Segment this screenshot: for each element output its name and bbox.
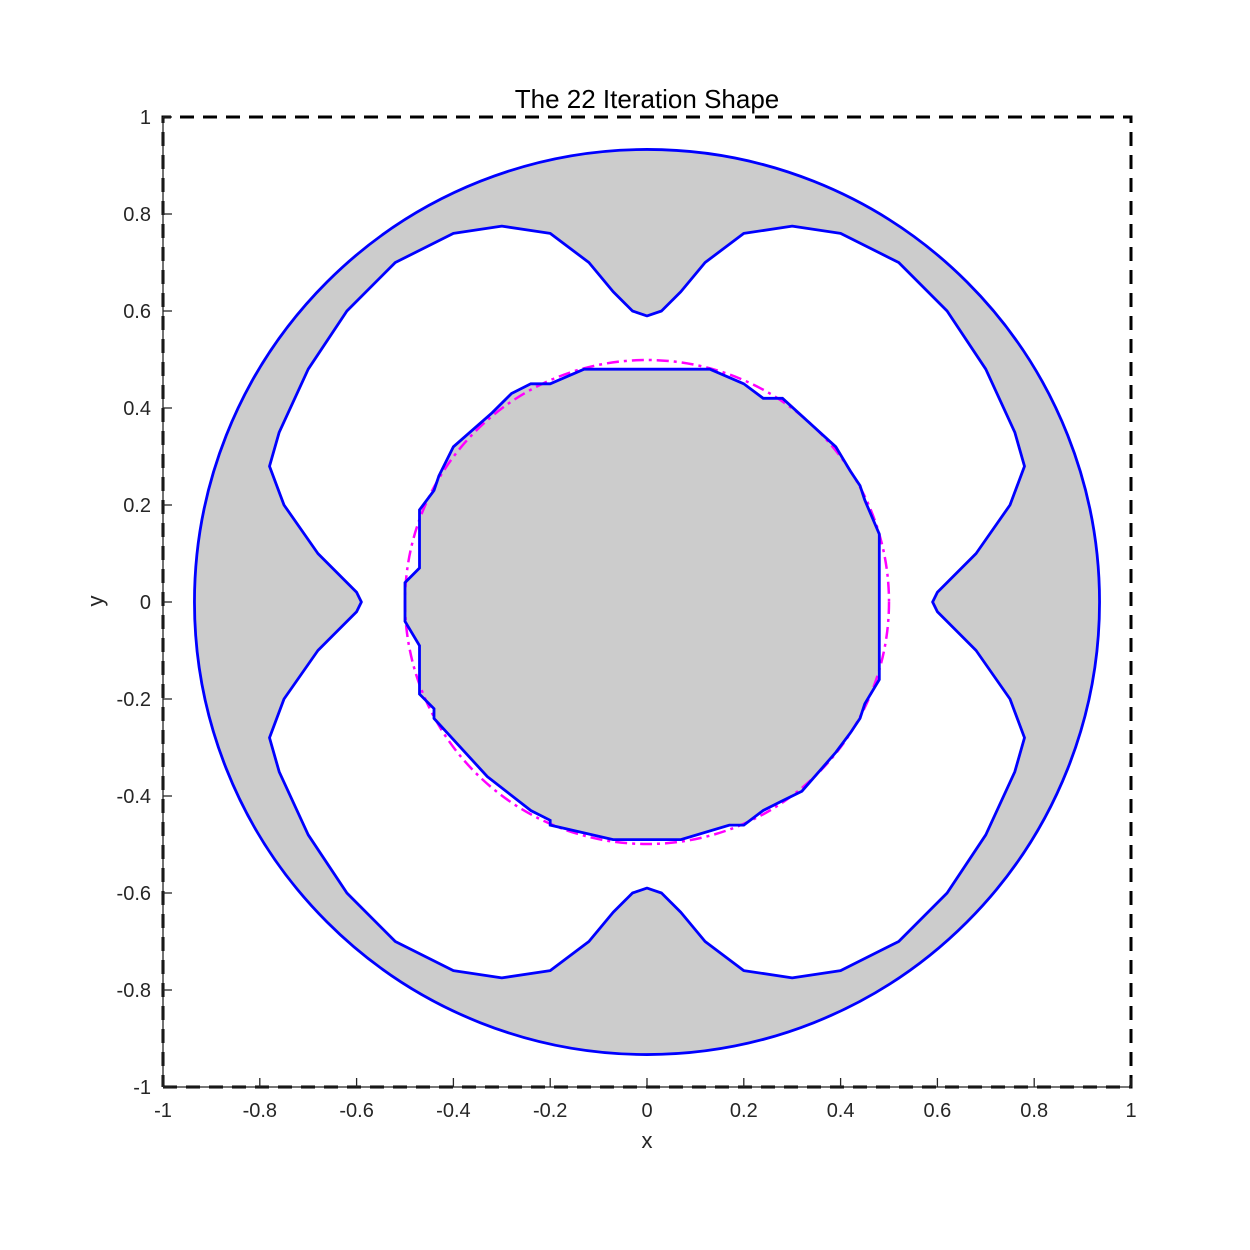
inner-hole-boundary-line xyxy=(268,224,1026,980)
y-tick-label: 1 xyxy=(140,107,151,129)
x-tick-label: 0.6 xyxy=(923,1100,951,1122)
y-tick-label: 0.8 xyxy=(123,204,151,226)
x-axis-label: x xyxy=(642,1128,653,1153)
y-tick-label: 0.4 xyxy=(123,398,151,420)
y-tick-label: -0.6 xyxy=(117,883,151,905)
y-tick-label: -0.4 xyxy=(117,786,151,808)
x-tick-label: 0.8 xyxy=(1020,1100,1048,1122)
y-tick-label: -0.8 xyxy=(117,980,151,1002)
x-tick-label: -0.8 xyxy=(243,1100,277,1122)
x-tick-label: -0.4 xyxy=(436,1100,470,1122)
y-axis-label: y xyxy=(83,596,108,607)
x-tick-label: 0.2 xyxy=(730,1100,758,1122)
y-tick-label: 0 xyxy=(140,592,151,614)
x-tick-label: -0.6 xyxy=(339,1100,373,1122)
y-tick-label: -1 xyxy=(133,1077,151,1099)
axes: -1 -0.8 -0.6 -0.4 -0.2 0 0.2 0.4 0.6 0.8 1 -1 -0.8 -0… xyxy=(117,107,1137,1122)
x-tick-label: 0.4 xyxy=(827,1100,855,1122)
y-tick-label: -0.2 xyxy=(117,689,151,711)
x-tick-label: 0 xyxy=(641,1100,652,1122)
core-boundary-line xyxy=(403,367,881,841)
x-tick-label: -1 xyxy=(154,1100,172,1122)
x-tick-label: -0.2 xyxy=(533,1100,567,1122)
y-tick-label: 0.6 xyxy=(123,301,151,323)
y-tick-label: 0.2 xyxy=(123,495,151,517)
chart-title: The 22 Iteration Shape xyxy=(515,84,780,114)
x-tick-label: 1 xyxy=(1125,1100,1136,1122)
outer-boundary-line xyxy=(193,148,1101,1056)
material-core-fill xyxy=(405,369,880,840)
